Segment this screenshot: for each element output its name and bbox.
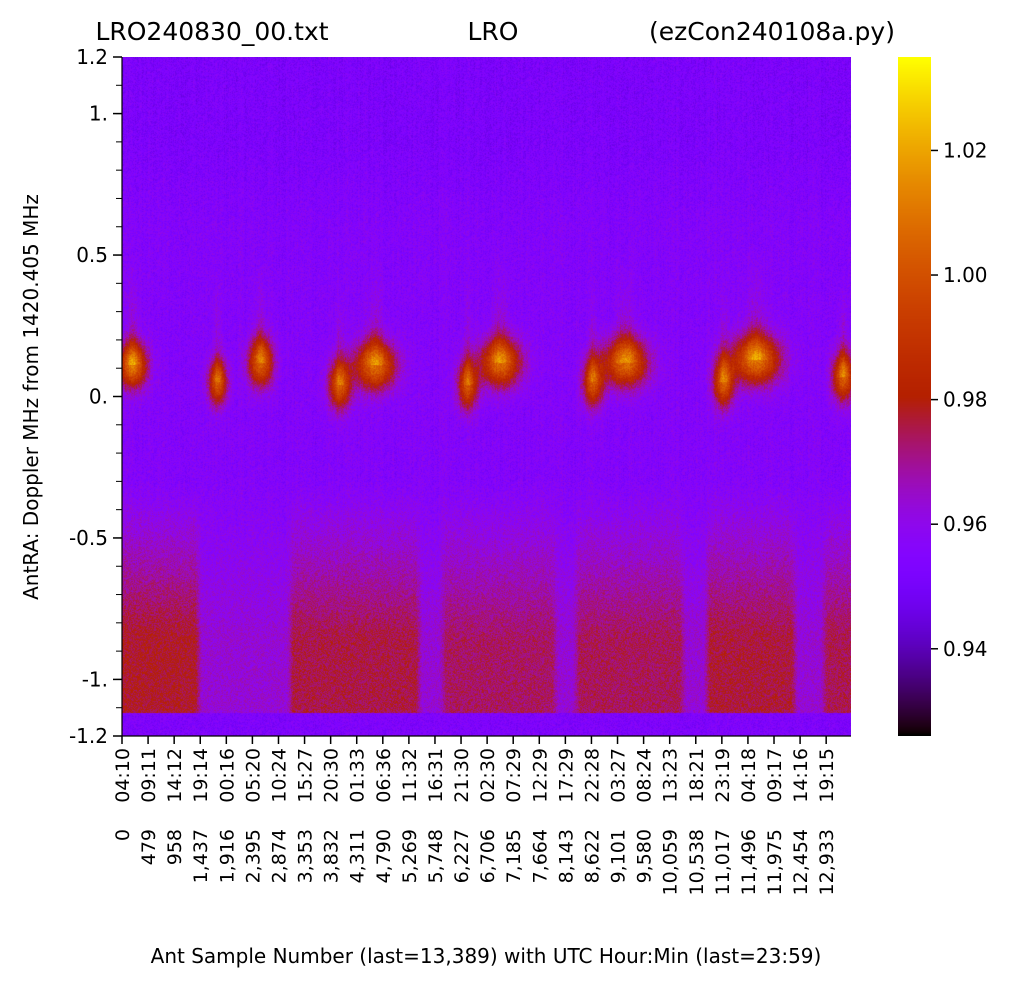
y-tick-label: -1. — [82, 667, 108, 691]
x-tick-sample-label: 0 — [112, 829, 134, 841]
x-tick-time-label: 11:32 — [399, 748, 421, 803]
x-tick-time-label: 20:30 — [321, 748, 343, 803]
x-tick-sample-label: 479 — [138, 829, 160, 865]
x-tick-sample-label: 11,496 — [738, 829, 760, 895]
x-tick-sample-label: 10,538 — [686, 829, 708, 895]
x-tick-sample-label: 4,311 — [347, 829, 369, 883]
x-tick-time-label: 19:15 — [816, 748, 838, 803]
x-tick-sample-label: 4,790 — [373, 829, 395, 883]
x-tick-time-label: 15:27 — [295, 748, 317, 803]
x-tick-sample-label: 7,664 — [529, 829, 551, 883]
x-tick-sample-label: 8,143 — [555, 829, 577, 883]
y-tick-label: 1. — [89, 102, 108, 126]
x-tick-time-label: 09:17 — [764, 748, 786, 803]
x-tick-sample-label: 2,874 — [268, 829, 290, 883]
x-tick-time-label: 16:31 — [425, 748, 447, 803]
x-tick-time-label: 19:14 — [190, 748, 212, 803]
x-tick-time-label: 13:23 — [660, 748, 682, 803]
x-tick-sample-label: 6,706 — [477, 829, 499, 883]
x-tick-time-label: 04:18 — [738, 748, 760, 803]
y-tick-label: -0.5 — [69, 526, 108, 550]
x-tick-sample-label: 12,454 — [790, 829, 812, 895]
x-tick-time-label: 08:24 — [634, 748, 656, 803]
y-tick-label: 0.5 — [76, 243, 108, 267]
colorbar-tick-label: 0.98 — [943, 388, 988, 412]
x-tick-time-label: 22:28 — [581, 748, 603, 803]
y-axis-label: AntRA: Doppler MHz from 1420.405 MHz — [19, 194, 43, 600]
colorbar-tick-label: 1.00 — [943, 263, 988, 287]
x-tick-time-label: 02:30 — [477, 748, 499, 803]
x-tick-time-label: 12:29 — [529, 748, 551, 803]
x-tick-sample-label: 6,227 — [451, 829, 473, 883]
heatmap-area — [122, 57, 851, 736]
chart-title-filename: LRO240830_00.txt — [95, 17, 328, 46]
x-tick-sample-label: 5,269 — [399, 829, 421, 883]
x-tick-time-label: 18:21 — [686, 748, 708, 803]
colorbar-tick-label: 0.94 — [943, 637, 988, 661]
x-tick-sample-label: 10,059 — [660, 829, 682, 895]
chart-title-station: LRO — [468, 17, 519, 46]
y-tick-label: 0. — [89, 385, 108, 409]
x-tick-time-label: 03:27 — [608, 748, 630, 803]
x-tick-sample-label: 3,832 — [321, 829, 343, 883]
colorbar-tick-label: 1.02 — [943, 138, 988, 162]
x-tick-time-label: 14:16 — [790, 748, 812, 803]
x-tick-sample-label: 958 — [164, 829, 186, 865]
x-tick-time-label: 10:24 — [268, 748, 290, 803]
x-tick-time-label: 17:29 — [555, 748, 577, 803]
x-tick-time-label: 07:29 — [503, 748, 525, 803]
heatmap-image — [122, 57, 851, 736]
x-tick-sample-label: 8,622 — [581, 829, 603, 883]
x-tick-sample-label: 11,017 — [712, 829, 734, 895]
x-tick-sample-label: 9,101 — [608, 829, 630, 883]
x-tick-time-label: 01:33 — [347, 748, 369, 803]
x-tick-sample-label: 11,975 — [764, 829, 786, 895]
x-axis: 04:10 0 09:11 479 14:12 958 19:14 1,437 00:16 1,9… — [112, 735, 851, 895]
x-tick-time-label: 23:19 — [712, 748, 734, 803]
x-tick-time-label: 14:12 — [164, 748, 186, 803]
x-tick-sample-label: 3,353 — [295, 829, 317, 883]
y-axis: 1.2 1. 0.5 0. -0.5 -1. -1.2 — [69, 45, 123, 748]
colorbar: 0.94 0.96 0.98 1.00 1.02 — [898, 57, 988, 736]
x-tick-time-label: 05:20 — [242, 748, 264, 803]
x-tick-sample-label: 1,916 — [216, 829, 238, 883]
colorbar-tick-label: 0.96 — [943, 512, 988, 536]
x-tick-sample-label: 2,395 — [242, 829, 264, 883]
colorbar-gradient — [898, 57, 931, 736]
x-tick-sample-label: 7,185 — [503, 829, 525, 883]
chart-title-program: (ezCon240108a.py) — [649, 17, 895, 46]
x-tick-sample-label: 1,437 — [190, 829, 212, 883]
y-tick-label: 1.2 — [76, 45, 108, 69]
y-tick-label: -1.2 — [69, 724, 108, 748]
x-tick-time-label: 06:36 — [373, 748, 395, 803]
x-tick-sample-label: 12,933 — [816, 829, 838, 895]
x-tick-sample-label: 5,748 — [425, 829, 447, 883]
x-tick-time-label: 04:10 — [112, 748, 134, 803]
x-axis-label: Ant Sample Number (last=13,389) with UTC… — [151, 944, 822, 968]
x-tick-time-label: 09:11 — [138, 748, 160, 803]
x-tick-time-label: 00:16 — [216, 748, 238, 803]
colorbar-ticks: 0.94 0.96 0.98 1.00 1.02 — [931, 138, 988, 661]
x-tick-sample-label: 9,580 — [634, 829, 656, 883]
x-tick-time-label: 21:30 — [451, 748, 473, 803]
